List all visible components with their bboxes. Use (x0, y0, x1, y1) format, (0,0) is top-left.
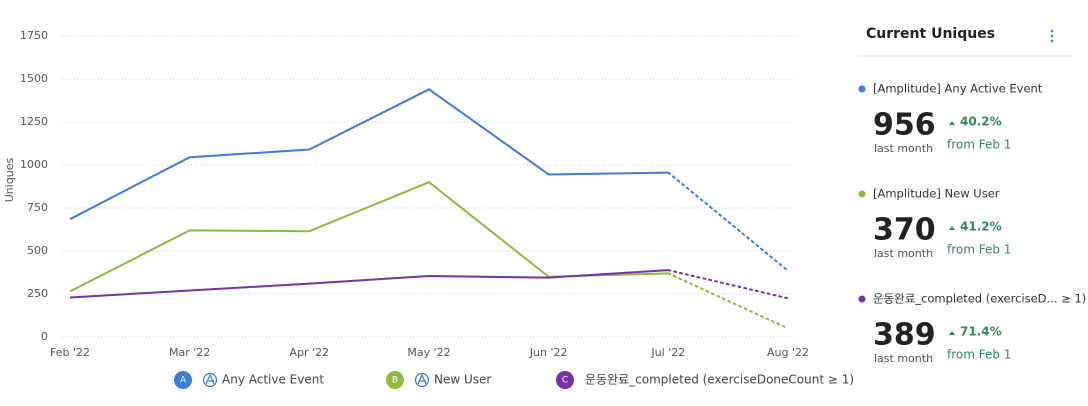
legend-letter: B (392, 376, 398, 386)
y-tick-label: 1250 (20, 115, 48, 128)
panel-change: 41.2% (960, 220, 1002, 234)
x-tick-label: Apr '22 (290, 346, 330, 359)
legend-label: New User (434, 373, 491, 387)
panel-value: 389 (873, 318, 936, 353)
legend-badge (386, 371, 404, 389)
amplitude-icon (202, 372, 218, 388)
legend-label: Any Active Event (222, 373, 324, 387)
panel-dot (858, 190, 866, 198)
panel-change: 40.2% (960, 115, 1002, 129)
up-arrow (949, 121, 955, 125)
panel-item-name: [Amplitude] Any Active Event (873, 82, 1043, 96)
x-tick-label: Feb '22 (50, 346, 90, 359)
projected-line (667, 272, 789, 330)
amplitude-icon-glyph (417, 373, 427, 385)
panel-since: from Feb 1 (947, 348, 1011, 362)
legend-label: 운동완료_completed (exerciseDoneCount ≥ 1) (585, 373, 854, 387)
panel-change: 71.4% (960, 325, 1002, 339)
y-tick-label: 1500 (20, 72, 48, 85)
up-arrow (949, 331, 955, 335)
projected-line (667, 171, 789, 272)
panel-caption: last month (874, 247, 933, 260)
y-tick-label: 1750 (20, 29, 48, 42)
x-tick-label: Jun '22 (529, 346, 568, 359)
projected-line (667, 269, 789, 300)
amplitude-icon-glyph (205, 373, 215, 385)
y-tick-label: 500 (27, 244, 48, 257)
legend-badge (174, 371, 192, 389)
y-tick-label: 750 (27, 201, 48, 214)
y-tick-label: 0 (41, 330, 48, 343)
panel-caption: last month (874, 352, 933, 365)
panel-caption: last month (874, 142, 933, 155)
x-tick-label: May '22 (407, 346, 450, 359)
legend-letter: C (562, 376, 568, 386)
panel-dot (858, 295, 866, 303)
x-tick-label: Mar '22 (169, 346, 210, 359)
panel-value: 956 (873, 108, 936, 143)
amplitude-icon (414, 372, 430, 388)
series-line (69, 88, 669, 221)
legend-letter: A (180, 376, 187, 386)
x-tick-label: Aug '22 (767, 346, 809, 359)
y-tick-label: 250 (27, 287, 48, 300)
panel-item-name: [Amplitude] New User (873, 187, 1000, 201)
panel-title: Current Uniques (866, 26, 995, 42)
legend-badge (556, 371, 574, 389)
panel-since: from Feb 1 (947, 138, 1011, 152)
series-line (69, 269, 669, 299)
panel-item-name: 운동완료_completed (exerciseD... ≥ 1) (873, 292, 1086, 306)
up-arrow (949, 226, 955, 230)
panel-dot (858, 85, 866, 93)
y-axis-title: Uniques (3, 157, 16, 202)
panel-since: from Feb 1 (947, 243, 1011, 257)
x-tick-label: Jul '22 (650, 346, 685, 359)
panel-menu[interactable] (1050, 29, 1054, 43)
panel-value: 370 (873, 213, 936, 248)
y-tick-label: 1000 (20, 158, 48, 171)
